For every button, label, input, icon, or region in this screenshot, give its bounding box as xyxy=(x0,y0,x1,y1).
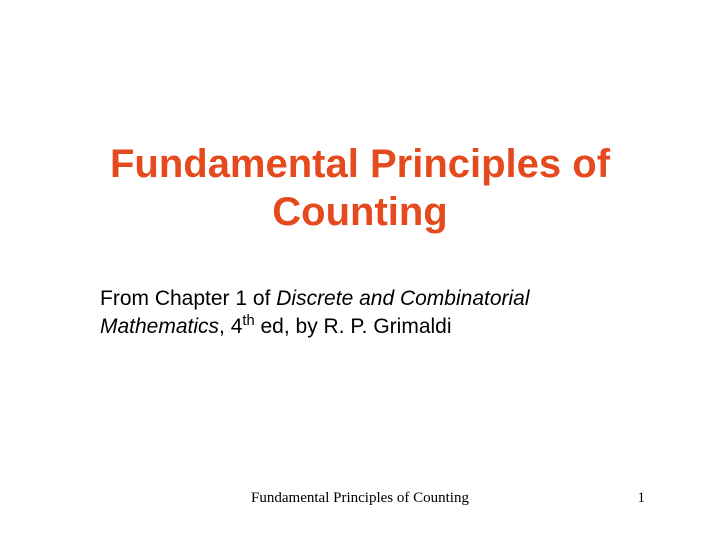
subtitle-superscript: th xyxy=(242,313,254,329)
slide-subtitle: From Chapter 1 of Discrete and Combinato… xyxy=(100,285,620,341)
subtitle-prefix: From Chapter 1 of xyxy=(100,287,276,310)
footer-title: Fundamental Principles of Counting xyxy=(0,490,720,507)
page-number: 1 xyxy=(638,490,646,507)
slide-container: Fundamental Principles of Counting From … xyxy=(0,0,720,540)
slide-title: Fundamental Principles of Counting xyxy=(0,140,720,236)
subtitle-suffix: ed, by R. P. Grimaldi xyxy=(255,315,452,338)
subtitle-mid: , 4 xyxy=(219,315,242,338)
